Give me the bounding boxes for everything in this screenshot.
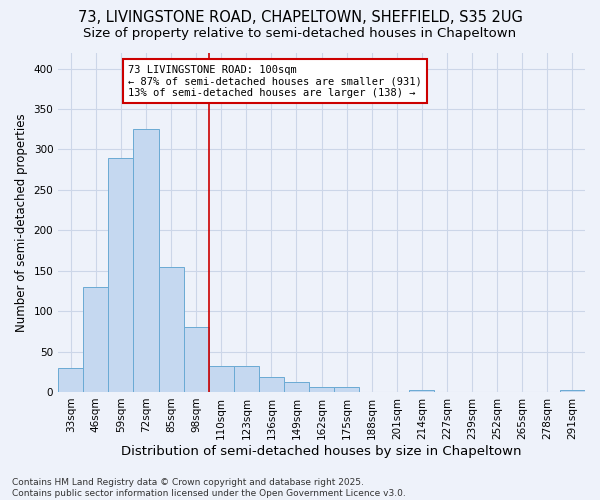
Bar bbox=[259, 378, 284, 392]
Bar bbox=[560, 390, 585, 392]
Bar bbox=[309, 387, 334, 392]
Bar bbox=[58, 368, 83, 392]
Text: Size of property relative to semi-detached houses in Chapeltown: Size of property relative to semi-detach… bbox=[83, 28, 517, 40]
Bar bbox=[209, 366, 234, 392]
Bar bbox=[158, 266, 184, 392]
Bar bbox=[284, 382, 309, 392]
Bar bbox=[109, 158, 133, 392]
Bar bbox=[409, 390, 434, 392]
Bar bbox=[83, 287, 109, 392]
Bar bbox=[234, 366, 259, 392]
Y-axis label: Number of semi-detached properties: Number of semi-detached properties bbox=[15, 113, 28, 332]
Text: 73 LIVINGSTONE ROAD: 100sqm
← 87% of semi-detached houses are smaller (931)
13% : 73 LIVINGSTONE ROAD: 100sqm ← 87% of sem… bbox=[128, 64, 422, 98]
Bar bbox=[334, 387, 359, 392]
X-axis label: Distribution of semi-detached houses by size in Chapeltown: Distribution of semi-detached houses by … bbox=[121, 444, 522, 458]
Bar bbox=[133, 130, 158, 392]
Text: Contains HM Land Registry data © Crown copyright and database right 2025.
Contai: Contains HM Land Registry data © Crown c… bbox=[12, 478, 406, 498]
Bar bbox=[184, 328, 209, 392]
Text: 73, LIVINGSTONE ROAD, CHAPELTOWN, SHEFFIELD, S35 2UG: 73, LIVINGSTONE ROAD, CHAPELTOWN, SHEFFI… bbox=[77, 10, 523, 25]
